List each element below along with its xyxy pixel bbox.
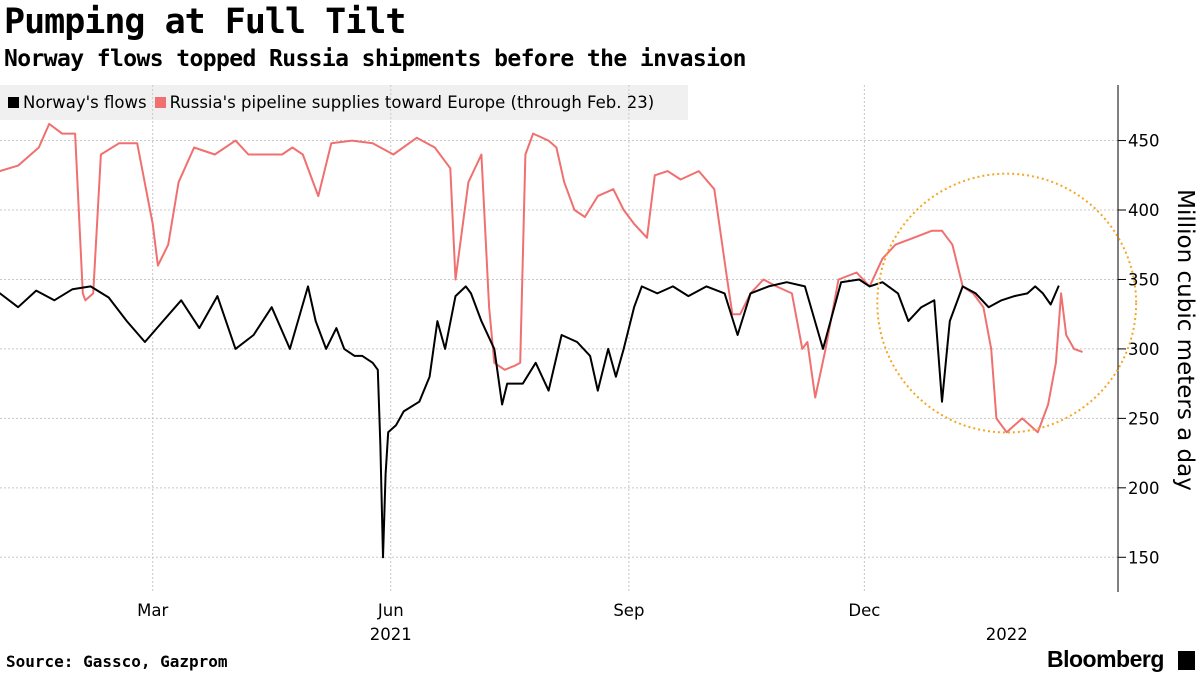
series-line-russia [0, 122, 1083, 434]
bloomberg-logo: Bloomberg [1047, 646, 1164, 672]
legend-item-russia: Russia's pipeline supplies toward Europe… [154, 93, 655, 112]
chart-title: Pumping at Full Tilt [4, 2, 406, 42]
series-line-norway [0, 278, 1060, 559]
y-tick-label: 400 [1128, 201, 1160, 220]
y-tick-label: 350 [1128, 270, 1160, 289]
y-tick-label: 450 [1128, 132, 1160, 151]
chart-subtitle: Norway flows topped Russia shipments bef… [4, 46, 746, 72]
x-tick-label: Jun [377, 601, 404, 620]
legend: Norway's flows Russia's pipeline supplie… [0, 85, 688, 120]
x-tick-label: Dec [848, 601, 880, 620]
bloomberg-terminal-icon [1178, 651, 1195, 670]
legend-label-norway: Norway's flows [23, 93, 147, 112]
x-tick-label: Sep [613, 601, 644, 620]
y-tick-label: 300 [1128, 340, 1160, 359]
axis-ticks: 150 200 250 300 350 400 450 Mar Jun Sep Dec 2021 202… [137, 85, 1160, 644]
series-lines [0, 122, 1083, 559]
grid-lines [0, 85, 1118, 592]
legend-swatch-norway [8, 97, 19, 108]
legend-label-russia: Russia's pipeline supplies toward Europe… [169, 93, 655, 112]
legend-swatch-russia [154, 97, 166, 108]
source-note: Source: Gassco, Gazprom [6, 652, 228, 671]
annotations [876, 172, 1138, 434]
x-year-label: 2021 [370, 625, 412, 644]
y-axis-label: Million cubic meters a day [1172, 189, 1198, 491]
x-tick-label: Mar [137, 601, 168, 620]
highlight-circle [876, 172, 1138, 434]
legend-item-norway: Norway's flows [8, 93, 147, 112]
y-tick-label: 150 [1128, 548, 1160, 567]
y-tick-label: 200 [1128, 479, 1160, 498]
x-year-label: 2022 [986, 625, 1028, 644]
y-tick-label: 250 [1128, 409, 1160, 428]
